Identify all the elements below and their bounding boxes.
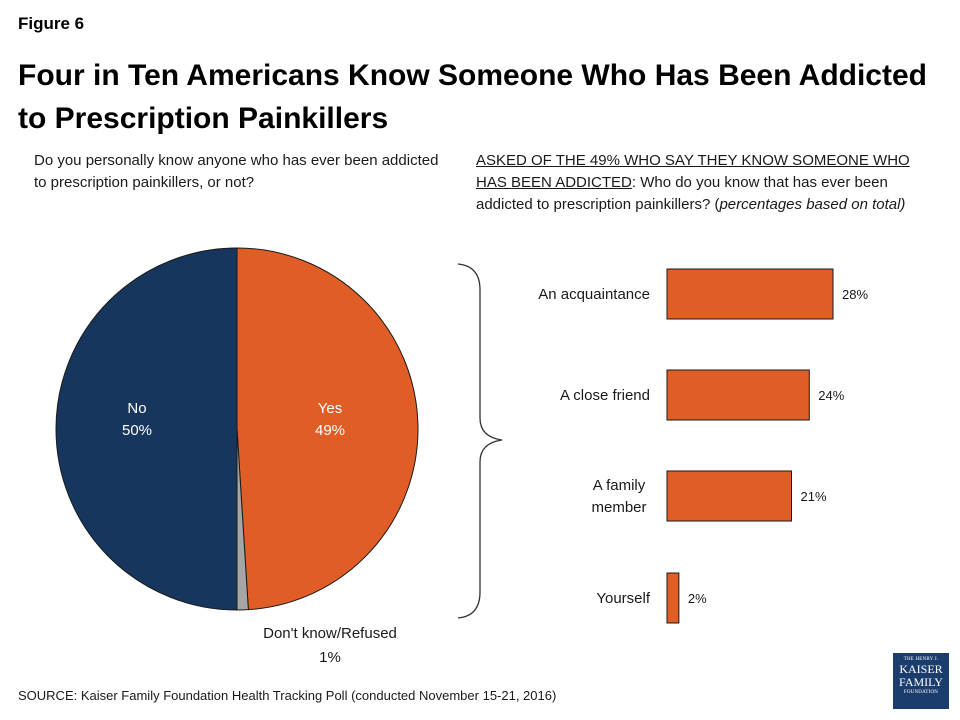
bracket-connector — [457, 263, 503, 619]
bar-value-a-family-member: 21% — [801, 489, 827, 504]
right-question: ASKED OF THE 49% WHO SAY THEY KNOW SOMEO… — [476, 150, 936, 216]
bar-label-an-acquaintance: An acquaintance — [538, 286, 650, 303]
pie-value-yes: 49% — [315, 422, 345, 439]
chart-title: Four in Ten Americans Know Someone Who H… — [18, 59, 927, 135]
bar-a-close-friend — [666, 369, 810, 421]
right-question-underlined: ASKED OF THE 49% WHO SAY THEY KNOW SOMEO… — [476, 152, 910, 191]
bar-value-an-acquaintance: 28% — [842, 287, 868, 302]
pie-label-yes: Yes — [318, 400, 342, 417]
logo-line-1: THE HENRY J. — [903, 657, 939, 662]
source-note: SOURCE: Kaiser Family Foundation Health … — [18, 688, 557, 703]
logo-line-2: KAISER — [899, 662, 943, 676]
pie-slice-yes — [236, 247, 419, 611]
bar-an-acquaintance — [666, 268, 834, 320]
pie-label-don-t-know-refused: Don't know/Refused — [263, 625, 397, 642]
bar-label-yourself: Yourself — [596, 590, 650, 607]
pie-label-no: No — [127, 400, 146, 417]
bar-yourself — [666, 572, 680, 624]
bar-label-a-close-friend: A close friend — [560, 387, 650, 404]
pie-value-no: 50% — [122, 422, 152, 439]
pie-chart: Yes 49% Don't know/Refused 1% No 50% — [55, 247, 419, 666]
pie-slice-no — [55, 247, 238, 611]
kff-logo: THE HENRY J. KAISER FAMILY FOUNDATION — [893, 653, 949, 709]
bar-chart: 28% An acquaintance 24% A close friend 21% A … — [538, 268, 868, 624]
bar-value-yourself: 2% — [688, 591, 707, 606]
bar-label-a-family-member: A family member — [591, 477, 646, 516]
left-question: Do you personally know anyone who has ev… — [34, 152, 439, 191]
pie-value-don-t-know-refused: 1% — [319, 649, 341, 666]
figure-label: Figure 6 — [18, 14, 85, 33]
right-question-text: : Who do you know that has ever been add… — [476, 174, 888, 213]
right-question-italic: percentages based on total) — [719, 196, 906, 213]
logo-line-4: FOUNDATION — [903, 690, 939, 695]
logo-line-3: FAMILY — [899, 675, 943, 689]
bar-value-a-close-friend: 24% — [818, 388, 844, 403]
bar-a-family-member — [666, 470, 792, 522]
